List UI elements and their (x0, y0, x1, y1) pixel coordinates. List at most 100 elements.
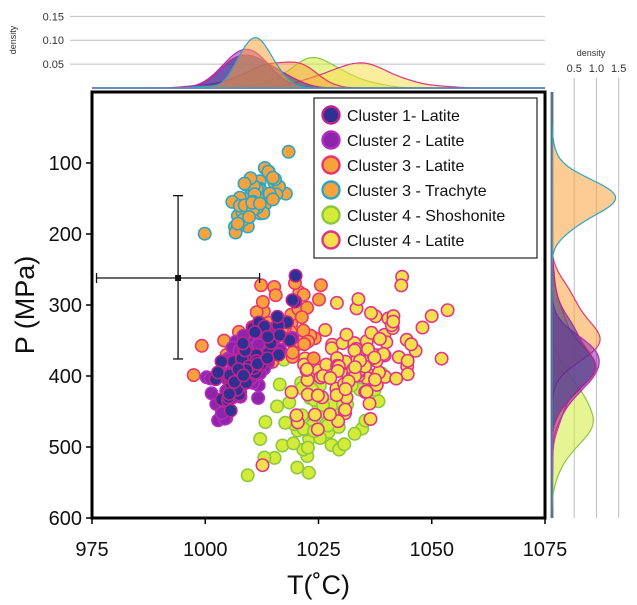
data-point (329, 295, 344, 310)
legend-marker (321, 230, 341, 250)
right-density-curve (551, 92, 617, 518)
x-tick-label: 975 (75, 539, 108, 561)
data-point (367, 372, 382, 387)
legend: Cluster 1- Latite Cluster 2 - Latite Clust… (313, 97, 538, 259)
y-tick-label: 300 (49, 295, 82, 317)
legend-marker (321, 130, 341, 150)
data-point (400, 353, 415, 368)
data-point (230, 216, 245, 231)
data-point (394, 278, 409, 293)
data-point (288, 268, 303, 283)
top-density-curve (92, 36, 545, 89)
data-point (194, 338, 209, 353)
data-point (294, 310, 309, 325)
data-point (265, 170, 280, 185)
top-density-tick-label: 0.10 (43, 35, 64, 47)
legend-label: Cluster 2 - Latite (347, 133, 464, 150)
data-point (269, 399, 284, 414)
legend-marker (321, 205, 341, 225)
data-point (347, 426, 362, 441)
x-tick-label: 1075 (523, 539, 568, 561)
data-point (297, 337, 312, 352)
data-point (242, 210, 257, 225)
data-point (363, 305, 378, 320)
data-point (235, 336, 250, 351)
data-point (278, 415, 293, 430)
data-point (271, 347, 286, 362)
data-point (197, 226, 212, 241)
data-point (434, 351, 449, 366)
data-point (253, 431, 268, 446)
data-point (348, 360, 363, 375)
legend-box (313, 97, 538, 259)
right-density-tick-label: 1.0 (589, 63, 604, 75)
y-tick-label: 600 (49, 508, 82, 530)
data-point (265, 192, 280, 207)
data-point (223, 403, 238, 418)
data-point (338, 402, 353, 417)
data-point (186, 368, 201, 383)
data-point (363, 411, 378, 426)
data-point (255, 294, 270, 309)
data-point (272, 327, 287, 342)
data-point (268, 288, 283, 303)
y-tick-label: 200 (49, 224, 82, 246)
y-tick-label: 500 (49, 437, 82, 459)
legend-label: Cluster 4 - Latite (347, 233, 464, 250)
data-point (222, 386, 237, 401)
data-point (254, 278, 269, 293)
data-point (260, 329, 275, 344)
data-point (300, 440, 315, 455)
scatter-plot: Cluster 1- Latite Cluster 2 - Latite Clust… (90, 90, 547, 520)
data-point (339, 327, 354, 342)
data-point (389, 371, 404, 386)
data-point (359, 384, 374, 399)
data-point (272, 377, 287, 392)
data-point (251, 390, 266, 405)
data-point (236, 368, 251, 383)
data-point (338, 382, 353, 397)
x-tick-label: 1000 (183, 539, 228, 561)
data-point (240, 468, 255, 483)
legend-label: Cluster 3 - Latite (347, 158, 464, 175)
data-point (290, 460, 305, 475)
data-point (289, 408, 304, 423)
y-tick-label: 100 (49, 153, 82, 175)
right-density-tick-label: 0.5 (567, 63, 582, 75)
data-point (307, 407, 322, 422)
data-point (204, 386, 219, 401)
data-point (301, 465, 316, 480)
data-point (260, 351, 275, 366)
y-axis: 100 200 300 400 500 600 (49, 153, 92, 530)
x-tick-label: 1050 (410, 539, 455, 561)
data-point (424, 308, 439, 323)
error-bar (95, 195, 261, 360)
data-point (318, 322, 333, 337)
data-point (211, 365, 226, 380)
legend-marker (321, 180, 341, 200)
legend-marker (321, 155, 341, 175)
data-point (284, 385, 299, 400)
top-density-panel: 0.05 0.10 0.15 density (8, 11, 545, 89)
x-axis: 975 1000 1025 1050 1075 (75, 518, 567, 561)
data-point (372, 331, 387, 346)
data-point (415, 320, 430, 335)
data-point (247, 325, 262, 340)
data-point (386, 314, 401, 329)
data-point (310, 422, 325, 437)
right-density-axis-label: density (577, 48, 606, 58)
data-point (285, 293, 300, 308)
y-axis-label: P (MPa) (10, 256, 40, 355)
legend-label: Cluster 4 - Shoshonite (347, 208, 505, 225)
data-point (258, 414, 273, 429)
data-point (311, 292, 326, 307)
data-point (281, 144, 296, 159)
error-bar-marker (175, 275, 182, 282)
data-point (404, 337, 419, 352)
data-point (306, 351, 321, 366)
data-point (362, 396, 377, 411)
data-point (299, 362, 314, 377)
data-point (323, 370, 338, 385)
data-point (440, 303, 455, 318)
top-density-tick-label: 0.05 (43, 59, 64, 71)
